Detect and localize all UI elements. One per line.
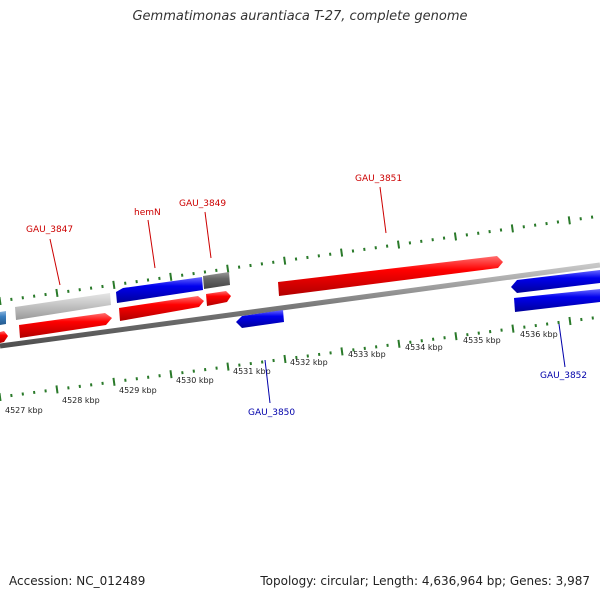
leader-line-gau-3851 — [379, 186, 387, 234]
scale-label: 4530 kbp — [176, 376, 214, 385]
tick-mark — [510, 224, 514, 233]
leader-line-gau-3847 — [49, 238, 61, 286]
gene-arrow-gau-3852[interactable] — [511, 270, 600, 293]
gene-arrow-reverse[interactable] — [116, 277, 203, 303]
tick-mark — [226, 264, 230, 273]
scale-label: 4532 kbp — [290, 358, 328, 367]
gene-arrow-gau-3849[interactable] — [206, 291, 231, 306]
leader-line-gau-3849 — [204, 211, 212, 259]
tick-mark — [283, 256, 287, 265]
tick-mark — [340, 248, 344, 257]
gene-arrow-dark-gray[interactable] — [203, 272, 230, 289]
leader-line-gau-3850 — [264, 359, 271, 404]
tick-mark — [511, 324, 515, 333]
tick-mark — [169, 272, 173, 281]
tick-mark — [226, 362, 230, 371]
outer-tick-track — [0, 215, 594, 306]
inner-tick-track — [0, 316, 594, 402]
gene-arrow-gau-3850[interactable] — [236, 310, 284, 328]
tick-mark — [454, 332, 458, 341]
tick-mark — [0, 296, 2, 306]
gene-arrow-hemn[interactable] — [119, 296, 204, 321]
label-leaders — [49, 186, 566, 404]
tick-mark — [567, 216, 571, 225]
scale-label: 4529 kbp — [119, 386, 157, 395]
leader-line-gau-3852 — [558, 323, 566, 368]
tick-mark — [396, 240, 401, 249]
gene-label-gau-3849[interactable]: GAU_3849 — [179, 199, 226, 209]
gene-label-gau-3847[interactable]: GAU_3847 — [26, 225, 73, 235]
tick-mark — [568, 316, 572, 326]
gene-label-gau-3852[interactable]: GAU_3852 — [540, 371, 587, 381]
gene-arrow-gau-3851[interactable] — [278, 256, 503, 296]
gene-label-gau-3851[interactable]: GAU_3851 — [355, 174, 402, 184]
tick-mark — [55, 385, 59, 394]
reverse-strand-track — [0, 270, 600, 328]
tick-mark — [397, 339, 401, 348]
scale-label: 4533 kbp — [348, 350, 386, 359]
tick-mark — [55, 288, 59, 298]
map-title: Gemmatimonas aurantiaca T-27, complete g… — [132, 9, 468, 24]
scale-label: 4534 kbp — [405, 343, 443, 352]
gene-arrow-gau-3847[interactable] — [19, 313, 112, 338]
gene-arrow-forward[interactable] — [0, 331, 8, 343]
scale-label: 4535 kbp — [463, 336, 501, 345]
scale-label: 4527 kbp — [5, 406, 43, 415]
tick-mark — [112, 280, 116, 289]
tick-mark — [112, 377, 116, 386]
accession-text: Accession: NC_012489 — [9, 574, 146, 588]
gene-arrow-gray[interactable] — [15, 293, 111, 320]
tick-mark — [283, 354, 287, 364]
leader-line-hemn — [147, 219, 156, 269]
topology-text: Topology: circular; Length: 4,636,964 bp… — [260, 574, 590, 588]
scale-labels: 4527 kbp 4528 kbp 4529 kbp 4530 kbp 4531… — [5, 330, 558, 415]
gene-label-hemn[interactable]: hemN — [134, 208, 161, 218]
scale-label: 4528 kbp — [62, 396, 100, 405]
gene-arrow-steel[interactable] — [0, 311, 6, 325]
tick-mark — [340, 347, 344, 356]
tick-mark — [0, 392, 2, 402]
forward-strand-track — [0, 256, 503, 343]
gene-labels: GAU_3847 hemN GAU_3849 GAU_3851 GAU_3850… — [26, 174, 587, 418]
gene-arrow-reverse-right[interactable] — [514, 289, 600, 312]
scale-label: 4536 kbp — [520, 330, 558, 339]
scale-label: 4531 kbp — [233, 367, 271, 376]
tick-mark — [453, 232, 458, 241]
genome-backbone — [0, 262, 600, 349]
tick-mark — [169, 370, 173, 379]
gene-label-gau-3850[interactable]: GAU_3850 — [248, 408, 295, 418]
